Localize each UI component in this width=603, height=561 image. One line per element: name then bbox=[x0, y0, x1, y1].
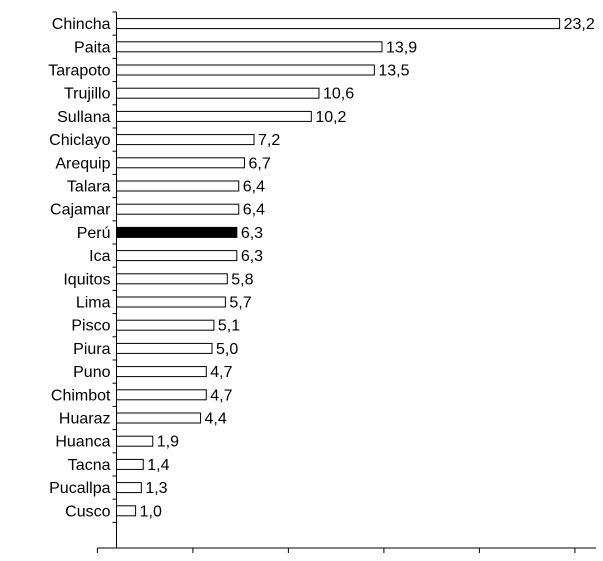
bar-11 bbox=[116, 250, 238, 262]
category-label: Cusco bbox=[65, 503, 110, 520]
category-label: Piura bbox=[73, 341, 110, 358]
bar-12 bbox=[116, 273, 228, 285]
value-label: 4,7 bbox=[210, 364, 232, 381]
category-label: Pucallpa bbox=[49, 480, 110, 497]
x-tick-label: 4 bbox=[188, 559, 197, 561]
bar-16 bbox=[116, 366, 207, 378]
category-label: Huaraz bbox=[59, 411, 111, 428]
bar-17 bbox=[116, 389, 207, 401]
category-label: Talara bbox=[67, 179, 111, 196]
category-label: Cajamar bbox=[50, 202, 111, 219]
bars-group bbox=[116, 18, 561, 517]
value-labels: 23,2 13,9 13,5 10,6 10,2 7,2 6,7 6,4 6,4 6,3 6,3 5,… bbox=[140, 16, 595, 520]
value-label: 13,5 bbox=[378, 63, 409, 80]
category-label: Paita bbox=[74, 39, 111, 56]
category-label: Sullana bbox=[57, 109, 110, 126]
x-tick-label: -1 bbox=[90, 559, 104, 561]
bar-3 bbox=[116, 64, 375, 76]
bar-20 bbox=[116, 458, 144, 470]
category-label: Lima bbox=[76, 295, 111, 312]
x-tick-label: 9 bbox=[284, 559, 293, 561]
value-label: 10,6 bbox=[323, 86, 354, 103]
bar-2 bbox=[116, 41, 383, 53]
value-label: 1,3 bbox=[145, 480, 167, 497]
category-label: Tacna bbox=[68, 457, 111, 474]
value-label: 10,2 bbox=[315, 109, 346, 126]
bar-5 bbox=[116, 110, 312, 122]
category-label: Trujillo bbox=[64, 86, 111, 103]
y-axis-ticks bbox=[112, 11, 117, 523]
category-label: Tarapoto bbox=[48, 63, 110, 80]
value-label: 5,0 bbox=[216, 341, 238, 358]
bar-19 bbox=[116, 435, 154, 447]
value-label: 1,9 bbox=[157, 434, 179, 451]
x-tick-label: 24 bbox=[566, 559, 584, 561]
x-tick-label: 14 bbox=[375, 559, 393, 561]
value-label: 4,7 bbox=[210, 387, 232, 404]
value-label: 6,4 bbox=[243, 202, 265, 219]
bar-1 bbox=[116, 18, 561, 30]
value-label: 1,0 bbox=[140, 503, 162, 520]
value-label: 23,2 bbox=[564, 16, 595, 33]
category-label: Pisco bbox=[71, 318, 110, 335]
value-label: 5,7 bbox=[229, 295, 251, 312]
bar-9 bbox=[116, 203, 240, 215]
category-label: Iquitos bbox=[63, 271, 110, 288]
value-label: 5,8 bbox=[231, 271, 253, 288]
bar-14 bbox=[116, 319, 215, 331]
category-labels: Chincha Paita Tarapoto Trujillo Sullana Chicl… bbox=[48, 16, 111, 520]
x-axis-ticks: -1 4 9 14 19 24 bbox=[90, 548, 584, 561]
value-label: 1,4 bbox=[147, 457, 169, 474]
category-label: Chincha bbox=[52, 16, 111, 33]
value-label: 6,4 bbox=[243, 179, 265, 196]
category-label: Arequip bbox=[55, 155, 110, 172]
bar-21 bbox=[116, 482, 142, 494]
bar-10 bbox=[116, 226, 238, 238]
value-label: 13,9 bbox=[386, 39, 417, 56]
bar-18 bbox=[116, 412, 202, 424]
category-label: Ica bbox=[89, 248, 110, 265]
value-label: 6,7 bbox=[248, 155, 270, 172]
bar-15 bbox=[116, 342, 213, 354]
category-label: Perú bbox=[77, 225, 111, 242]
bar-22 bbox=[116, 505, 137, 517]
bar-7 bbox=[116, 157, 245, 169]
value-label: 5,1 bbox=[218, 318, 240, 335]
category-label: Chimbot bbox=[51, 387, 111, 404]
bar-6 bbox=[116, 134, 255, 146]
x-tick-label: 19 bbox=[471, 559, 489, 561]
bar-8 bbox=[116, 180, 240, 192]
category-label: Huanca bbox=[55, 434, 110, 451]
category-label: Puno bbox=[73, 364, 110, 381]
bar-13 bbox=[116, 296, 226, 308]
value-label: 4,4 bbox=[205, 411, 227, 428]
value-label: 6,3 bbox=[241, 225, 263, 242]
value-label: 6,3 bbox=[241, 248, 263, 265]
value-label: 7,2 bbox=[258, 132, 280, 149]
bar-4 bbox=[116, 87, 320, 99]
category-label: Chiclayo bbox=[49, 132, 110, 149]
